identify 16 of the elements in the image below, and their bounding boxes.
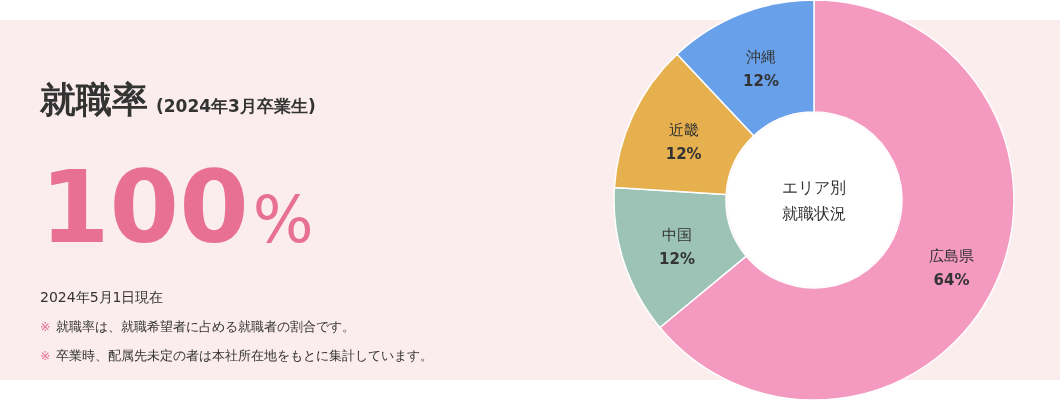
text: 100% (40, 149, 314, 266)
text: 就職率 (39, 79, 148, 120)
data-label: 12% (659, 250, 695, 269)
text: ※ 就職率は、就職希望者に占める就職者の割合です。 (40, 319, 356, 334)
text: (2024年3月卒業生) (156, 96, 316, 116)
data-label: 12% (743, 72, 779, 91)
data-label: 12% (665, 144, 702, 163)
text: エリア別 (782, 178, 846, 197)
text: ※ 卒業時、配属先未定の者は本社所在地をもとに集計しています。 (40, 348, 434, 363)
text: 2024年5月1日現在 (40, 289, 164, 305)
slice-label: 沖縄 (745, 48, 776, 67)
slice-label: 広島県 (929, 246, 975, 265)
text: 就職状況 (782, 204, 846, 223)
slice-label: 中国 (662, 226, 693, 245)
slice-label: 近畿 (668, 120, 699, 139)
data-label: 64% (933, 270, 970, 289)
